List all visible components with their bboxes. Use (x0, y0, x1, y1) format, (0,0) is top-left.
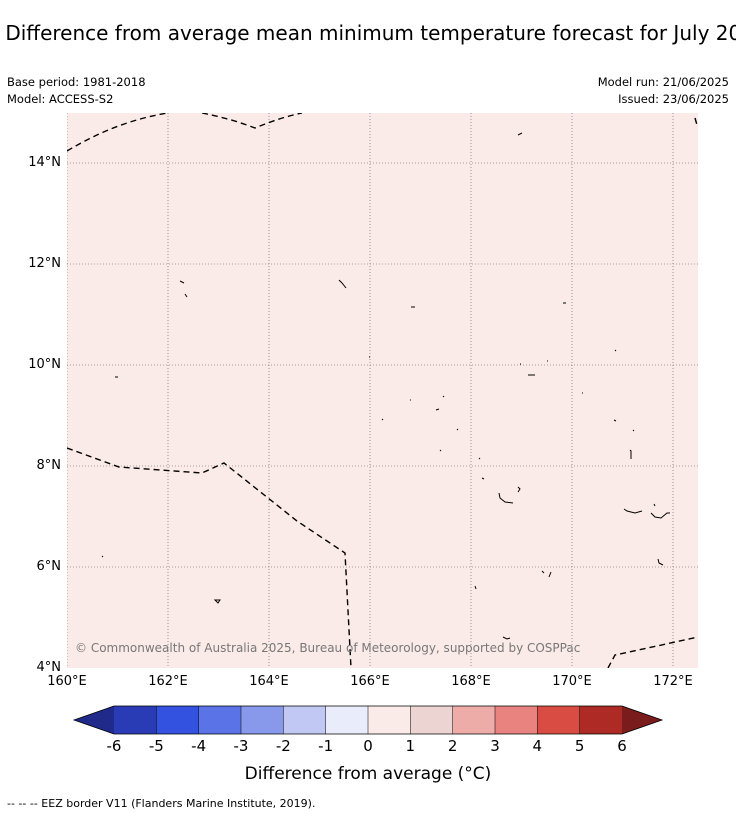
colorbar-label: Difference from average (°C) (244, 764, 492, 784)
issued-date: Issued: 23/06/2025 (618, 92, 729, 106)
islands (101, 132, 670, 640)
base-period: Base period: 1981-2018 (7, 75, 146, 89)
colorbar-tick-label: 5 (574, 737, 585, 755)
colorbar-tick-label: -6 (106, 737, 122, 755)
colorbar-segment (325, 706, 368, 734)
colorbar-tick-label: 2 (447, 737, 458, 755)
graticule (66, 113, 698, 668)
colorbar-tick-label: -2 (275, 737, 291, 755)
eez-borders (66, 112, 699, 669)
colorbar-segment (283, 706, 326, 734)
colorbar-tick-label: 1 (405, 737, 416, 755)
colorbar-extend-high (622, 706, 662, 734)
lon-label-170e: 170°E (552, 674, 592, 689)
lon-label-168e: 168°E (451, 674, 491, 689)
colorbar-segment (368, 706, 411, 734)
model-name: Model: ACCESS-S2 (7, 92, 114, 106)
lon-label-162e: 162°E (148, 674, 188, 689)
lat-label-6n: 6°N (36, 559, 62, 574)
colorbar-tick-label: 3 (490, 737, 500, 755)
colorbar (72, 705, 664, 735)
colorbar-tick-label: 0 (363, 737, 373, 755)
colorbar-extend-low (74, 706, 114, 734)
eez-footnote: -- -- -- EEZ border V11 (Flanders Marine… (7, 797, 316, 810)
lat-label-14n: 14°N (28, 155, 61, 170)
colorbar-tick-label: -3 (233, 737, 249, 755)
copyright-notice: © Commonwealth of Australia 2025, Bureau… (75, 641, 581, 655)
meta-left: Base period: 1981-2018 Model: ACCESS-S2 (7, 74, 146, 108)
colorbar-segment (241, 706, 284, 734)
colorbar-tick-label: -1 (318, 737, 334, 755)
colorbar-segment (579, 706, 622, 734)
lon-label-166e: 166°E (350, 674, 390, 689)
lat-label-12n: 12°N (28, 256, 61, 271)
colorbar-segment (537, 706, 580, 734)
colorbar-tick-label: -5 (148, 737, 164, 755)
colorbar-tick-label: -4 (191, 737, 207, 755)
lon-label-172e: 172°E (653, 674, 693, 689)
model-run: Model run: 21/06/2025 (597, 75, 729, 89)
colorbar-segment (495, 706, 538, 734)
colorbar-segment (156, 706, 199, 734)
colorbar-segments (72, 705, 664, 735)
colorbar-outline (72, 705, 664, 735)
lat-label-8n: 8°N (36, 458, 62, 473)
lat-label-4n: 4°N (36, 660, 62, 675)
colorbar-segment (452, 706, 495, 734)
colorbar-segment (114, 706, 157, 734)
meta-right: Model run: 21/06/2025 Issued: 23/06/2025 (598, 74, 729, 108)
lon-label-160e: 160°E (47, 674, 87, 689)
map-svg (66, 112, 699, 669)
colorbar-tick-label: 4 (532, 737, 543, 755)
lon-label-164e: 164°E (249, 674, 289, 689)
map-area: © Commonwealth of Australia 2025, Bureau… (66, 112, 699, 669)
colorbar-tick-label: 6 (617, 737, 627, 755)
lat-label-10n: 10°N (28, 357, 61, 372)
map-title: Difference from average mean minimum tem… (5, 21, 736, 45)
colorbar-segment (198, 706, 241, 734)
colorbar-segment (410, 706, 453, 734)
